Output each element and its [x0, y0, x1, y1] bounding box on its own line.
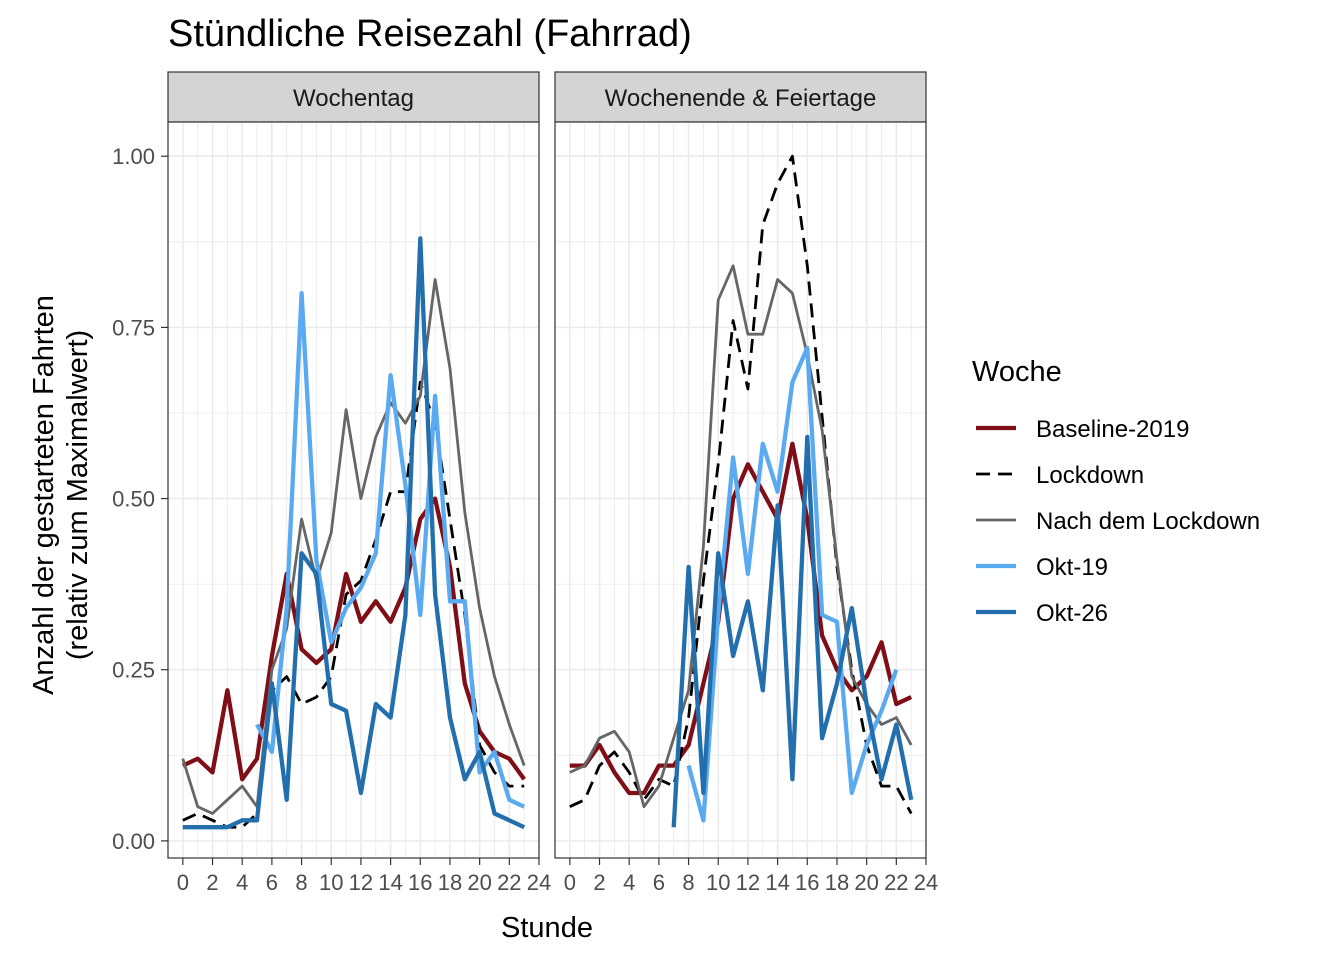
- y-tick-label: 0.50: [112, 487, 155, 512]
- grid: [555, 122, 927, 858]
- x-tick-label: 8: [682, 870, 694, 895]
- series-lines: [181, 236, 526, 830]
- x-axis-title: Stunde: [501, 912, 593, 944]
- legend-label: Nach dem Lockdown: [1036, 508, 1260, 535]
- x-tick-label: 10: [706, 870, 730, 895]
- legend-label: Okt-19: [1036, 554, 1108, 581]
- series-line-okt-19: [255, 291, 526, 809]
- y-axis-ticks: 0.00 0.25 0.50 0.75 1.00: [112, 144, 168, 854]
- x-tick-label: 24: [914, 870, 938, 895]
- legend-title: Woche: [972, 356, 1062, 388]
- series-line-okt-19: [686, 345, 899, 823]
- x-tick-label: 20: [467, 870, 491, 895]
- y-axis-title-line2: (relativ zum Maximalwert): [62, 330, 94, 660]
- y-tick-label: 0.00: [112, 829, 155, 854]
- y-tick-label: 0.25: [112, 658, 155, 683]
- y-tick-label: 0.75: [112, 315, 155, 340]
- series-line-okt-26: [182, 236, 526, 830]
- x-tick-label: 20: [854, 870, 878, 895]
- x-tick-label: 22: [497, 870, 521, 895]
- series-line-nach-dem-lockdown: [181, 278, 526, 815]
- x-tick-label: 24: [527, 870, 551, 895]
- strip-label-wochenende: Wochenende & Feiertage: [605, 85, 877, 112]
- x-tick-label: 12: [736, 870, 760, 895]
- legend-label: Lockdown: [1036, 462, 1144, 489]
- x-tick-label: 16: [408, 870, 432, 895]
- panel-wochentag: Wochentag 0 2 4 6 8 10 12 14 16 18 20 22 24: [167, 71, 551, 895]
- x-tick-label: 2: [593, 870, 605, 895]
- series-line-nach-dem-lockdown: [569, 264, 913, 809]
- x-tick-label: 4: [236, 870, 248, 895]
- series-line-okt-26: [671, 434, 914, 828]
- panel-border: [167, 121, 540, 859]
- series-lines: [569, 154, 914, 828]
- legend-label: Okt-26: [1036, 600, 1108, 627]
- y-axis-title-line1: Anzahl der gestarteten Fahrten: [28, 295, 60, 695]
- x-tick-label: 2: [206, 870, 218, 895]
- x-tick-label: 6: [653, 870, 665, 895]
- x-tick-label: 14: [765, 870, 789, 895]
- panel-wochenende: Wochenende & Feiertage 0 2 4 6 8 10 12 14 16 18 20…: [554, 71, 938, 895]
- x-tick-label: 4: [623, 870, 635, 895]
- x-tick-label: 12: [349, 870, 373, 895]
- x-tick-label: 6: [266, 870, 278, 895]
- x-tick-label: 8: [295, 870, 307, 895]
- strip-background: [167, 71, 540, 123]
- x-tick-label: 22: [884, 870, 908, 895]
- x-tick-label: 0: [564, 870, 576, 895]
- x-tick-label: 18: [438, 870, 462, 895]
- panel-background: [555, 122, 926, 858]
- panel-border: [554, 121, 927, 859]
- strip-label-wochentag: Wochentag: [293, 85, 414, 112]
- legend: Woche Baseline-2019 Lockdown Nach dem Lock…: [972, 356, 1260, 627]
- y-tick-label: 1.00: [112, 144, 155, 169]
- legend-label: Baseline-2019: [1036, 416, 1189, 443]
- x-tick-label: 14: [378, 870, 402, 895]
- x-tick-label: 16: [795, 870, 819, 895]
- x-axis-ticks: 0 2 4 6 8 10 12 14 16 18 20 22 24: [564, 858, 938, 895]
- x-tick-label: 10: [319, 870, 343, 895]
- x-axis-ticks: 0 2 4 6 8 10 12 14 16 18 20 22 24: [177, 858, 551, 895]
- x-tick-label: 18: [825, 870, 849, 895]
- chart-title: Stündliche Reisezahl (Fahrrad): [168, 13, 692, 55]
- x-tick-label: 0: [177, 870, 189, 895]
